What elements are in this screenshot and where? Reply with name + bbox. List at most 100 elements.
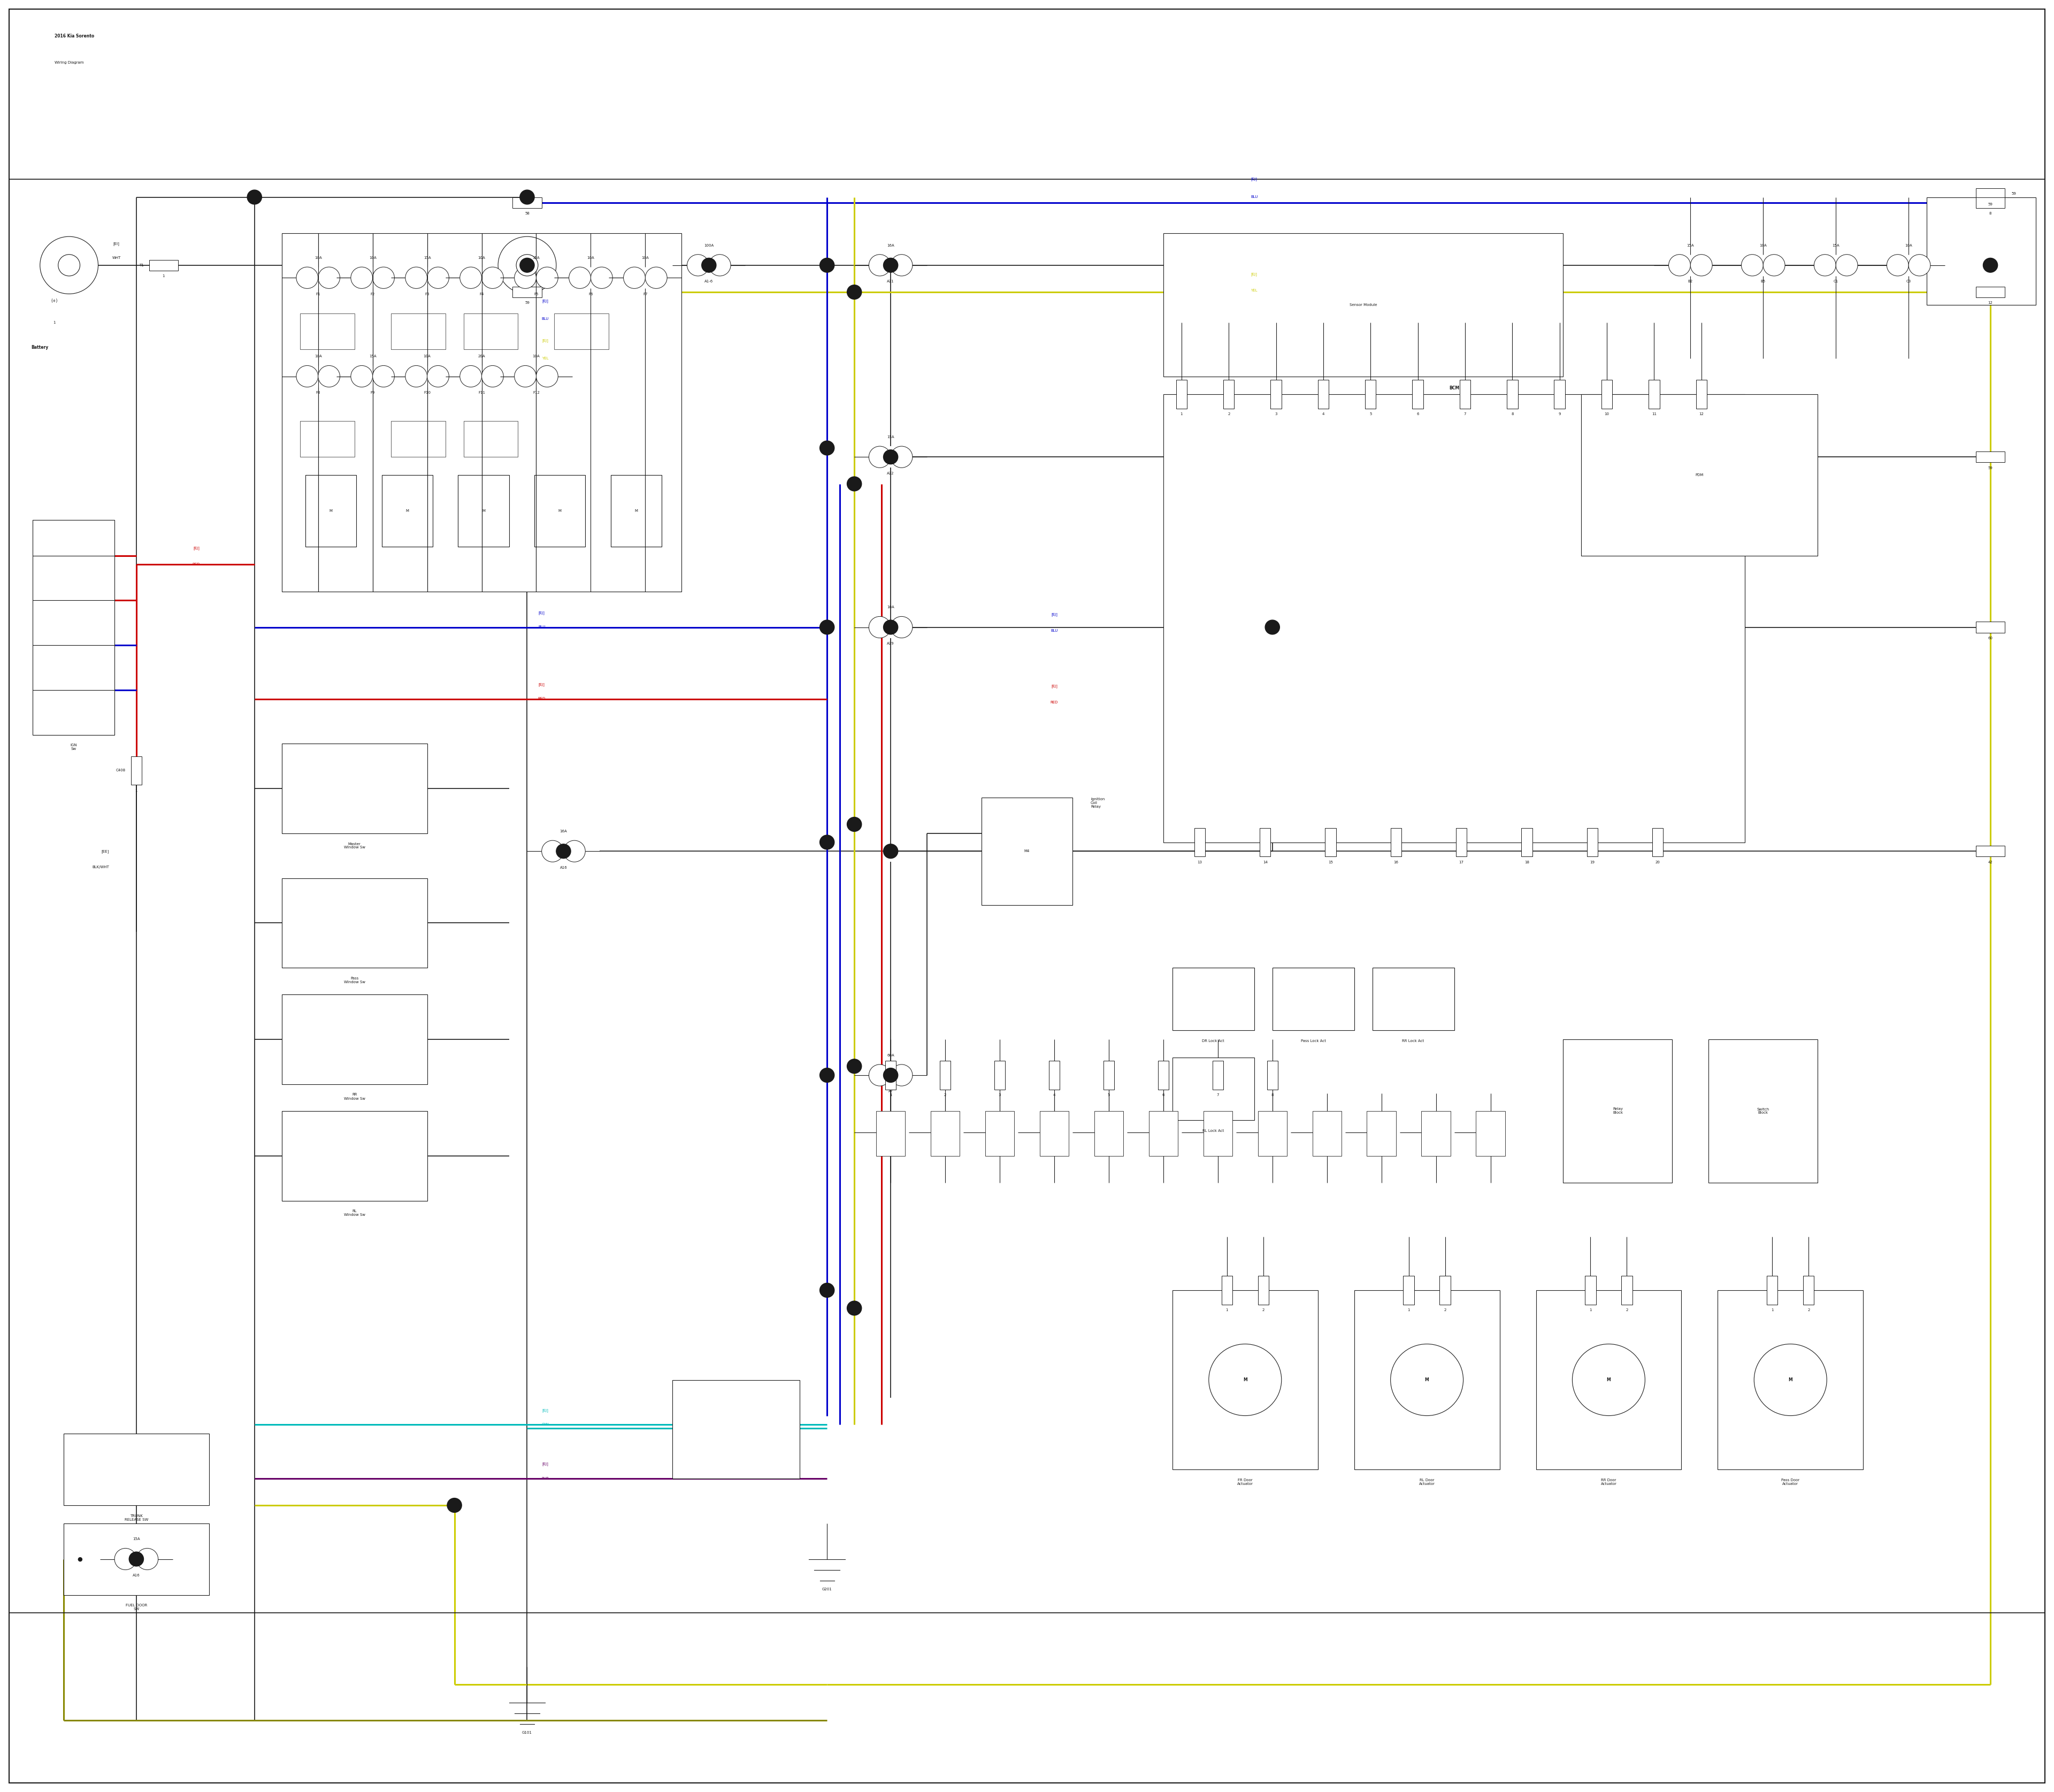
Text: 10A: 10A (1760, 244, 1766, 247)
Text: M4: M4 (1025, 849, 1029, 853)
Circle shape (129, 1552, 144, 1566)
Circle shape (536, 366, 559, 387)
Text: 59: 59 (1988, 202, 1992, 206)
Text: [EE]: [EE] (101, 849, 109, 853)
Bar (1257, 1111, 1288, 1156)
Circle shape (427, 267, 450, 289)
Circle shape (536, 267, 559, 289)
Text: [EJ]: [EJ] (193, 547, 199, 550)
Bar (1259, 828, 1271, 857)
Text: A16: A16 (561, 866, 567, 869)
Text: Master
Window Sw: Master Window Sw (343, 842, 366, 849)
Circle shape (520, 258, 534, 272)
Text: F7: F7 (643, 292, 647, 296)
Circle shape (820, 1283, 834, 1297)
Circle shape (483, 267, 503, 289)
Text: RED: RED (538, 697, 546, 701)
Circle shape (448, 1498, 462, 1512)
Circle shape (869, 1064, 891, 1086)
Bar (1649, 380, 1660, 409)
Text: BLU: BLU (1052, 629, 1058, 633)
Text: A1-6: A1-6 (705, 280, 713, 283)
Text: BCM: BCM (1448, 385, 1458, 391)
Circle shape (1668, 254, 1690, 276)
Bar (986, 1111, 1015, 1156)
Circle shape (883, 258, 898, 272)
Text: 1: 1 (1771, 1308, 1773, 1312)
Circle shape (1908, 254, 1931, 276)
Text: [EJ]: [EJ] (542, 299, 548, 303)
Text: DR Lock Act: DR Lock Act (1202, 1039, 1224, 1043)
Text: 60A: 60A (887, 1054, 893, 1057)
Text: 10A: 10A (641, 256, 649, 260)
Text: Sensor Module: Sensor Module (1349, 303, 1376, 306)
Circle shape (1571, 1344, 1645, 1416)
Text: RR Lock Act: RR Lock Act (1403, 1039, 1423, 1043)
Text: YEL: YEL (542, 357, 548, 360)
Bar (1257, 1276, 1269, 1305)
Text: B2: B2 (1688, 280, 1692, 283)
Circle shape (1814, 254, 1836, 276)
Text: 8: 8 (1512, 412, 1514, 416)
Bar (982, 797, 1072, 905)
Bar (1177, 380, 1187, 409)
Text: A29: A29 (887, 642, 893, 645)
Text: M: M (559, 509, 561, 513)
Circle shape (820, 441, 834, 455)
Bar (1976, 452, 2005, 462)
Bar (1403, 1276, 1413, 1305)
Text: 16: 16 (1393, 860, 1399, 864)
Text: 14: 14 (1263, 860, 1267, 864)
Text: A21: A21 (887, 280, 893, 283)
Text: 3: 3 (1276, 412, 1278, 416)
Bar (64, 1434, 210, 1505)
Circle shape (1888, 254, 1908, 276)
Text: C408: C408 (115, 769, 125, 772)
Bar (300, 421, 355, 457)
Text: RL Lock Act: RL Lock Act (1202, 1129, 1224, 1133)
Text: M: M (405, 509, 409, 513)
Circle shape (1391, 1344, 1462, 1416)
Text: Pass Door
Actuator: Pass Door Actuator (1781, 1478, 1799, 1486)
Circle shape (39, 237, 99, 294)
Text: 2: 2 (1228, 412, 1230, 416)
Bar (941, 1061, 951, 1090)
Text: Wiring Diagram: Wiring Diagram (55, 61, 84, 65)
Bar (1163, 394, 1746, 842)
Bar (131, 756, 142, 785)
Text: 1: 1 (889, 1093, 891, 1097)
Text: G101: G101 (522, 1731, 532, 1735)
Text: [EJ]: [EJ] (538, 683, 544, 686)
Text: 100A: 100A (705, 244, 715, 247)
Circle shape (846, 285, 861, 299)
Bar (281, 1111, 427, 1201)
Bar (1193, 828, 1206, 857)
Bar (1222, 1276, 1232, 1305)
Text: 15A: 15A (423, 256, 431, 260)
Text: 2: 2 (1444, 1308, 1446, 1312)
Bar (555, 314, 608, 349)
Text: 6: 6 (1417, 412, 1419, 416)
Text: 59: 59 (1988, 466, 1992, 470)
Circle shape (296, 267, 318, 289)
Text: FUEL DOOR
SW: FUEL DOOR SW (125, 1604, 148, 1611)
Text: 1: 1 (1181, 412, 1183, 416)
Bar (1582, 394, 1818, 556)
Text: 10A: 10A (423, 355, 431, 358)
Bar (1173, 968, 1255, 1030)
Text: 18: 18 (1524, 860, 1530, 864)
Bar (672, 1380, 799, 1478)
Text: 10A: 10A (1904, 244, 1912, 247)
Bar (33, 520, 115, 735)
Text: ●: ● (78, 1557, 82, 1561)
Circle shape (427, 366, 450, 387)
Text: F9: F9 (370, 391, 376, 394)
Text: M: M (329, 509, 333, 513)
Circle shape (709, 254, 731, 276)
Circle shape (592, 267, 612, 289)
Bar (514, 287, 542, 297)
Circle shape (483, 366, 503, 387)
Text: [EJ]: [EJ] (542, 339, 548, 342)
Bar (1313, 1111, 1341, 1156)
Circle shape (1982, 258, 1999, 272)
